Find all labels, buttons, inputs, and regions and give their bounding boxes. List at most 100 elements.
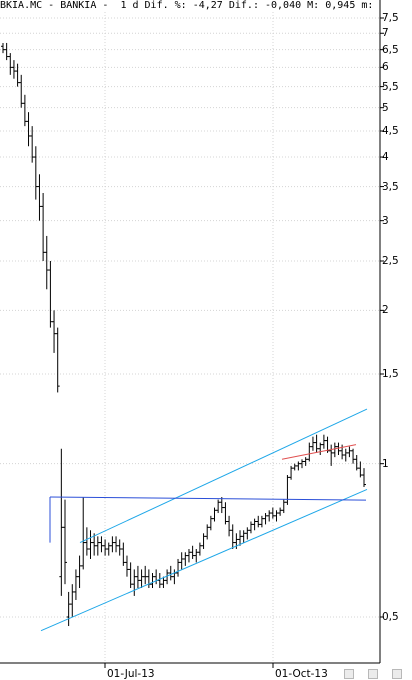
pct-label: Dif. %:	[144, 0, 187, 11]
ohlc-bar	[216, 499, 221, 514]
ohlc-bar	[307, 442, 312, 462]
ohlc-bar	[103, 539, 108, 556]
ohlc-bar	[8, 53, 13, 75]
ohlc-bar	[26, 112, 31, 147]
ohlc-bar	[263, 513, 268, 525]
channel-lower-line	[40, 488, 368, 632]
ohlc-bar	[176, 558, 181, 577]
y-tick-label: 0,5	[382, 611, 399, 623]
instrument-name: BANKIA	[60, 0, 97, 11]
ohlc-bar	[230, 524, 235, 549]
ohlc-bar	[259, 515, 264, 528]
ohlc-bar	[41, 192, 46, 262]
ohlc-bar	[351, 448, 356, 464]
x-tick-label: 01-Jul-13	[107, 668, 155, 680]
ohlc-bar	[332, 442, 337, 458]
ohlc-bar	[33, 146, 38, 200]
ohlc-bar	[248, 521, 253, 534]
ohlc-bar	[354, 455, 359, 471]
ohlc-bar	[44, 235, 49, 290]
ohlc-bar	[70, 584, 75, 617]
ohlc-bar	[186, 548, 191, 563]
ohlc-bar	[132, 569, 137, 596]
ohlc-bar	[150, 573, 155, 589]
ohlc-bar	[99, 536, 104, 553]
y-tick-label: 1,5	[382, 367, 399, 380]
ohlc-bar	[117, 539, 122, 556]
ohlc-bar	[154, 569, 159, 585]
ohlc-bar	[296, 461, 301, 471]
ohlc-bar	[59, 448, 64, 596]
ohlc-bar	[88, 530, 93, 559]
ohlc-bar	[310, 436, 315, 451]
symbol: BKIA.MC	[0, 0, 43, 11]
price-bars	[1, 42, 366, 627]
y-tick-label: 1	[382, 457, 389, 470]
m-value: 0,945	[325, 0, 356, 11]
ohlc-bar	[318, 442, 323, 456]
ohlc-bar	[303, 457, 308, 466]
ohlc-bar	[190, 545, 195, 559]
ohlc-bar	[121, 542, 126, 566]
y-tick-label: 6,5	[382, 43, 399, 56]
ohlc-bar	[321, 434, 326, 449]
ohlc-bar	[73, 569, 78, 600]
y-tick-label: 6	[382, 61, 389, 74]
abs-label: Dif.:	[228, 0, 259, 11]
ohlc-bar	[114, 536, 119, 553]
ohlc-bar	[95, 536, 100, 556]
ohlc-bar	[143, 565, 148, 585]
ohlc-bar	[292, 463, 297, 471]
ohlc-bar	[343, 448, 348, 462]
resistance-line	[281, 444, 357, 460]
y-tick-label: 5,5	[382, 80, 399, 93]
ohlc-bar	[270, 507, 275, 519]
channel-upper-line	[79, 408, 368, 544]
ohlc-bar	[274, 510, 279, 522]
scroll-left-button[interactable]	[344, 669, 354, 679]
ohlc-bar	[252, 518, 257, 531]
scroll-right-button[interactable]	[368, 669, 378, 679]
ohlc-bar	[241, 530, 246, 543]
chart-options-button[interactable]	[392, 669, 402, 679]
ohlc-bar	[77, 555, 82, 589]
ohlc-bar	[329, 444, 334, 466]
y-tick-label: 3,5	[382, 180, 399, 193]
support-resistance-line	[49, 496, 367, 501]
ohlc-bar	[157, 573, 162, 589]
ohlc-bar	[267, 510, 272, 522]
ohlc-bar	[194, 548, 199, 563]
m-label: M:	[307, 0, 320, 11]
ohlc-bar	[48, 261, 53, 328]
ohlc-bar	[281, 499, 286, 514]
ohlc-bar	[183, 552, 188, 566]
ohlc-bar	[212, 507, 217, 522]
ohlc-bar	[256, 515, 261, 528]
ohlc-bar	[168, 565, 173, 581]
y-tick-label: 4	[382, 151, 389, 164]
ohlc-bar	[289, 465, 294, 480]
ohlc-bar	[37, 174, 42, 221]
x-tick-label: 01-Oct-13	[275, 668, 328, 680]
ohlc-bar	[205, 524, 210, 540]
ohlc-bar	[128, 562, 133, 589]
y-tick-label: 2	[382, 304, 389, 317]
ohlc-bar	[146, 569, 151, 589]
ohlc-bar	[362, 468, 366, 487]
ohlc-bar	[208, 515, 213, 531]
ohlc-bar	[278, 507, 283, 516]
ohlc-bar	[81, 497, 86, 570]
ohlc-bar	[172, 569, 177, 585]
ohlc-bar	[227, 515, 232, 537]
y-tick-label: 7	[382, 27, 389, 40]
ohlc-bar	[219, 497, 224, 514]
ohlc-bar	[314, 434, 319, 453]
ohlc-bar	[1, 42, 5, 54]
ohlc-bar	[19, 74, 24, 108]
ohlc-bar	[179, 552, 184, 570]
y-tick-label: 4,5	[382, 124, 399, 137]
ohlc-bar	[197, 542, 202, 556]
abs-value: -0,040	[265, 0, 302, 11]
ohlc-bar	[358, 461, 363, 478]
